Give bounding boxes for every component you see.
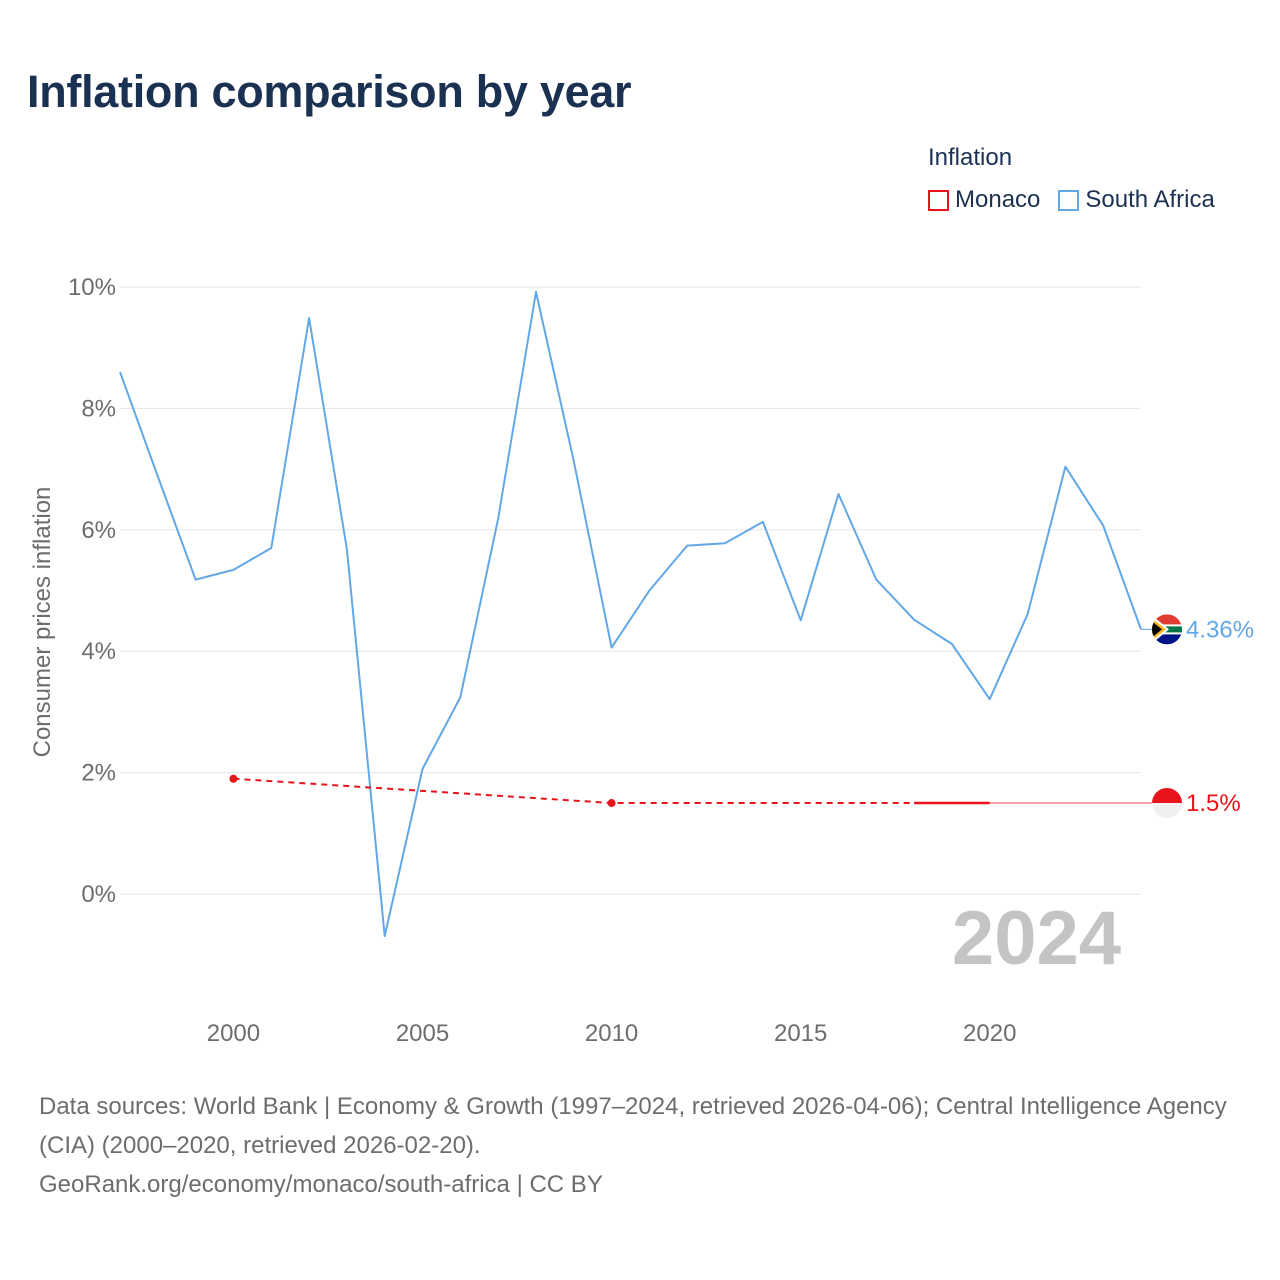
year-watermark: 2024 bbox=[952, 896, 1121, 981]
y-axis-label: Consumer prices inflation bbox=[29, 487, 56, 758]
chart-title: Inflation comparison by year bbox=[27, 66, 632, 117]
flag-monaco-icon bbox=[1152, 788, 1182, 819]
series-line-monaco-interpolated bbox=[233, 777, 915, 805]
x-tick-label: 2015 bbox=[774, 1020, 827, 1047]
legend-swatch-monaco bbox=[928, 189, 949, 211]
source-credit[interactable]: GeoRank.org/economy/monaco/south-africa … bbox=[39, 1171, 603, 1198]
y-tick-label: 6% bbox=[81, 517, 116, 544]
x-tick-label: 2000 bbox=[207, 1020, 260, 1047]
flag-south-africa-icon bbox=[1152, 614, 1182, 645]
y-tick-label: 4% bbox=[81, 638, 116, 665]
y-tick-label: 10% bbox=[68, 274, 116, 301]
data-point-monaco bbox=[607, 799, 616, 808]
legend-item-south-africa[interactable]: South Africa bbox=[1058, 186, 1215, 214]
footer: Data sources: World Bank | Economy & Gro… bbox=[39, 1087, 1244, 1204]
legend-label-monaco: Monaco bbox=[955, 186, 1041, 213]
series-line-south-africa bbox=[119, 290, 1142, 937]
y-tick-label: 8% bbox=[81, 395, 116, 422]
legend: Inflation Monaco South Africa bbox=[928, 144, 1215, 214]
x-tick-label: 2005 bbox=[396, 1020, 449, 1047]
x-tick-label: 2020 bbox=[963, 1020, 1016, 1047]
data-sources: Data sources: World Bank | Economy & Gro… bbox=[39, 1093, 1227, 1159]
line-chart: 0% 2% 4% 6% 8% 10% 2000 2005 2010 2015 2020 Consume… bbox=[29, 274, 1254, 1047]
end-label-south-africa: 4.36% bbox=[1186, 616, 1254, 643]
legend-item-monaco[interactable]: Monaco bbox=[928, 186, 1040, 214]
y-tick-label: 2% bbox=[81, 760, 116, 787]
legend-swatch-south-africa bbox=[1058, 189, 1080, 211]
legend-title: Inflation bbox=[928, 144, 1013, 171]
end-label-monaco: 1.5% bbox=[1186, 790, 1241, 817]
data-point-monaco bbox=[229, 774, 238, 783]
y-tick-label: 0% bbox=[81, 881, 116, 908]
legend-label-south-africa: South Africa bbox=[1085, 186, 1215, 213]
x-tick-label: 2010 bbox=[585, 1020, 638, 1047]
